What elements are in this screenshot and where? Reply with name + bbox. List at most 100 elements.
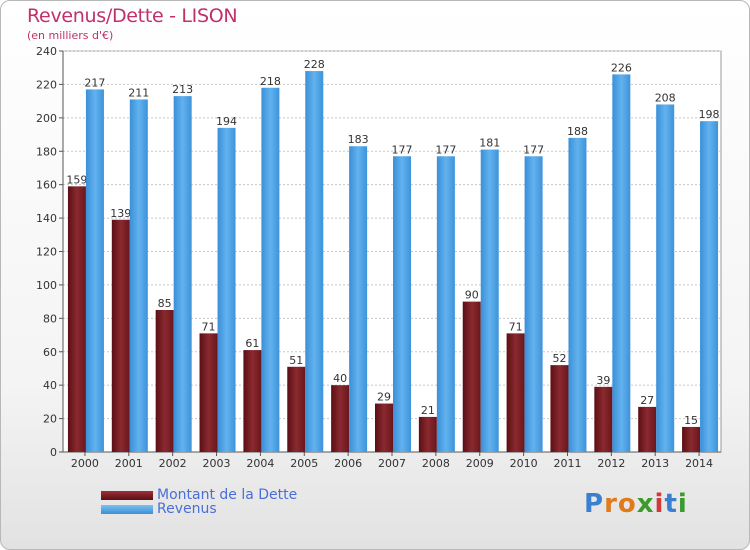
y-tick-label: 100	[36, 279, 57, 292]
data-label-revenue: 194	[216, 115, 237, 128]
logo-letter: x	[636, 489, 655, 519]
bar-debt	[155, 309, 174, 452]
bar-debt	[506, 333, 525, 452]
bar-debt	[375, 403, 393, 452]
bar-debt	[111, 219, 130, 452]
logo-letter: o	[617, 489, 637, 519]
bar-debt	[243, 350, 262, 452]
data-label-debt: 40	[333, 372, 347, 385]
x-tick-label: 2003	[203, 457, 231, 470]
x-tick-label: 2012	[597, 457, 625, 470]
y-tick-label: 80	[43, 312, 57, 325]
y-tick-label: 180	[36, 145, 57, 158]
proxiti-logo: Proxiti	[584, 489, 688, 519]
data-label-revenue: 188	[567, 125, 588, 138]
bar-revenue	[305, 71, 324, 453]
bar-revenue	[349, 146, 368, 453]
x-tick-label: 2004	[246, 457, 274, 470]
legend-label-revenue: Revenus	[157, 501, 217, 517]
y-tick-label: 140	[36, 212, 57, 225]
x-tick-label: 2000	[71, 457, 99, 470]
chart-title: Revenus/Dette - LISON	[27, 5, 238, 27]
legend: Montant de la Dette Revenus	[101, 487, 298, 517]
y-tick-label: 40	[43, 379, 57, 392]
data-label-debt: 85	[158, 297, 172, 310]
bar-revenue	[700, 121, 719, 453]
data-label-debt: 52	[552, 352, 566, 365]
x-tick-label: 2014	[685, 457, 713, 470]
y-tick-label: 120	[36, 246, 57, 259]
bar-debt	[199, 333, 218, 452]
x-tick-label: 2005	[290, 457, 318, 470]
y-tick-label: 0	[50, 446, 57, 459]
bar-debt	[594, 386, 613, 452]
bar-revenue	[217, 127, 236, 452]
data-label-revenue: 208	[655, 91, 676, 104]
bar-revenue	[612, 74, 631, 453]
x-tick-label: 2010	[510, 457, 538, 470]
data-label-debt: 15	[684, 414, 698, 427]
chart-subtitle: (en milliers d'€)	[27, 29, 114, 42]
legend-label-debt: Montant de la Dette	[157, 487, 298, 503]
data-label-debt: 159	[66, 173, 87, 186]
bar-revenue	[393, 156, 411, 452]
logo-letter: i	[677, 489, 688, 519]
bar-revenue	[656, 104, 675, 452]
data-label-debt: 139	[110, 207, 131, 220]
bar-debt	[287, 366, 306, 452]
data-label-revenue: 177	[392, 143, 413, 156]
y-tick-label: 20	[43, 413, 57, 426]
data-label-revenue: 213	[172, 83, 193, 96]
data-label-debt: 71	[509, 320, 523, 333]
bar-debt	[418, 416, 437, 452]
data-label-revenue: 181	[479, 137, 500, 150]
x-tick-label: 2013	[641, 457, 669, 470]
data-label-revenue: 217	[84, 76, 105, 89]
logo-letter: i	[654, 489, 665, 519]
data-label-debt: 51	[289, 354, 303, 367]
bar-debt	[550, 365, 569, 452]
y-tick-label: 200	[36, 112, 57, 125]
bar-debt	[638, 406, 657, 452]
bar-revenue	[129, 99, 148, 453]
bar-revenue	[568, 137, 587, 452]
data-label-revenue: 183	[348, 133, 369, 146]
x-tick-label: 2001	[115, 457, 143, 470]
data-label-revenue: 226	[611, 61, 632, 74]
x-tick-label: 2011	[553, 457, 581, 470]
x-tick-label: 2008	[422, 457, 450, 470]
bar-debt	[331, 385, 350, 452]
data-label-revenue: 177	[435, 143, 456, 156]
bar-revenue	[524, 156, 543, 452]
data-label-revenue: 211	[128, 86, 149, 99]
data-label-debt: 21	[421, 404, 435, 417]
logo-letter: r	[604, 489, 618, 519]
bar-debt	[462, 301, 481, 452]
x-tick-label: 2009	[466, 457, 494, 470]
legend-swatch-revenue	[101, 504, 153, 514]
bar-revenue	[85, 89, 104, 452]
data-label-debt: 29	[377, 391, 391, 404]
data-label-revenue: 228	[304, 58, 325, 71]
data-label-revenue: 218	[260, 75, 281, 88]
x-tick-label: 2007	[378, 457, 406, 470]
legend-item-debt: Montant de la Dette	[101, 487, 298, 503]
bar-revenue	[436, 156, 455, 452]
bar-debt	[682, 426, 701, 452]
y-tick-label: 60	[43, 346, 57, 359]
logo-letter: P	[584, 489, 605, 519]
legend-swatch-debt	[101, 490, 153, 500]
x-tick-label: 2002	[159, 457, 187, 470]
bar-revenue	[173, 96, 192, 453]
x-tick-label: 2006	[334, 457, 362, 470]
data-label-debt: 27	[640, 394, 654, 407]
data-label-revenue: 198	[699, 108, 720, 121]
logo-letter: t	[664, 489, 678, 519]
bar-revenue	[480, 149, 499, 452]
data-label-debt: 39	[596, 374, 610, 387]
bar-debt	[67, 186, 86, 452]
y-tick-label: 240	[36, 45, 57, 58]
data-label-debt: 61	[245, 337, 259, 350]
